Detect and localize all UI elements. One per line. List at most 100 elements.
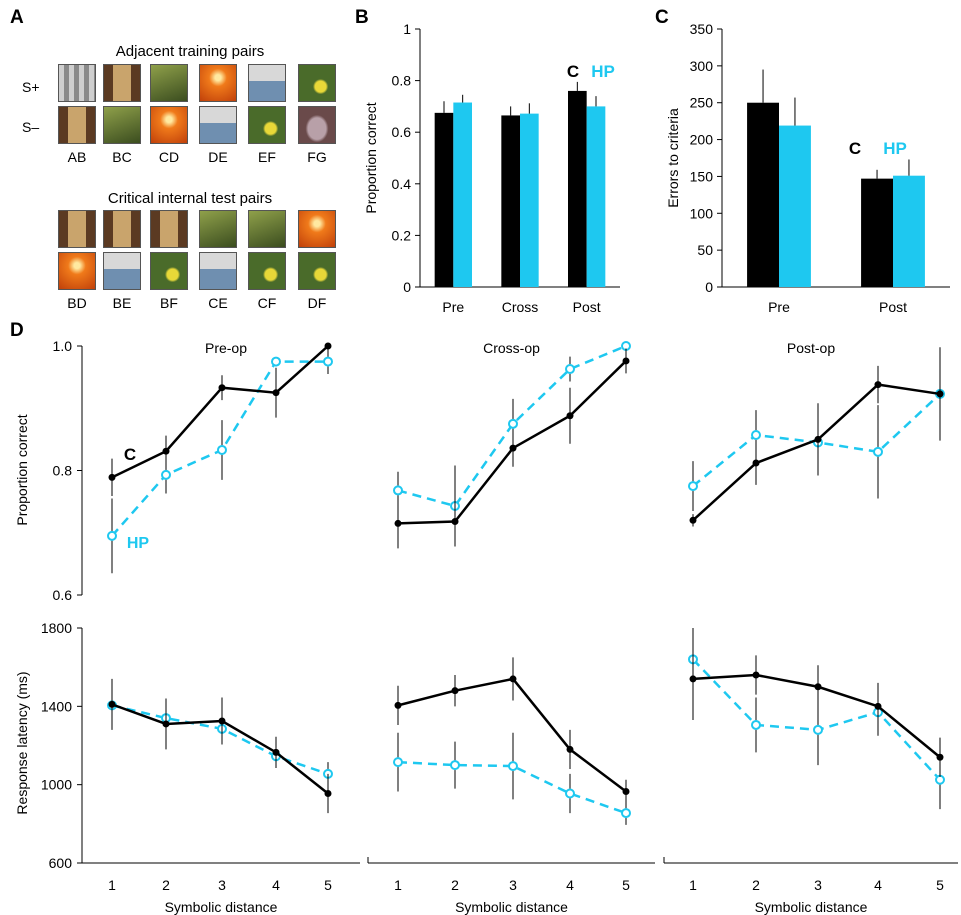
- panel-c-legend-hp: HP: [883, 139, 907, 158]
- panel-b-ytick-label: 1: [403, 21, 411, 37]
- xtick-label: 3: [814, 877, 822, 893]
- stimulus-interior-image: [58, 210, 96, 248]
- latency-point-c: [936, 753, 944, 761]
- condition-title: Cross-op: [483, 340, 540, 356]
- training-pair-label: FG: [307, 149, 326, 165]
- panel-b-bar-hp: [586, 106, 606, 288]
- panel-b-category-label: Cross: [502, 299, 539, 315]
- panel-c-ytick-label: 250: [690, 95, 714, 111]
- stimulus-interior-image: [58, 106, 96, 144]
- latency-point-c: [162, 720, 170, 728]
- test-pair-label: CF: [258, 295, 277, 311]
- accuracy-point-c: [622, 357, 630, 365]
- panel-b-bar-c: [568, 90, 587, 287]
- training-pair-labels: AB BC CD DE EF FG: [68, 149, 327, 165]
- accuracy-point-c: [566, 412, 574, 420]
- accuracy-point-c: [451, 518, 459, 526]
- stimulus-sunset-image: [150, 106, 188, 144]
- stimulus-street-image: [199, 252, 237, 290]
- preop-label-c: C: [124, 445, 136, 464]
- panel-label-b: B: [355, 7, 369, 28]
- accuracy-point-c: [814, 435, 822, 443]
- panel-c-bar-hp: [893, 175, 925, 287]
- accuracy-point-c: [108, 473, 116, 481]
- accuracy-point-c: [272, 389, 280, 397]
- latency-point-c: [622, 788, 630, 796]
- accuracy-point-hp: [688, 481, 698, 492]
- latency-point-c: [814, 683, 822, 691]
- panel-b-category-label: Pre: [442, 299, 464, 315]
- accuracy-point-hp: [323, 356, 333, 367]
- stimulus-sunset-image: [58, 252, 96, 290]
- accuracy-line-c: [692, 383, 941, 522]
- accuracy-point-hp: [565, 364, 575, 375]
- xtick-label: 4: [874, 877, 882, 893]
- xtick-label: 4: [566, 877, 574, 893]
- panel-c-ytick-label: 200: [690, 132, 714, 148]
- stimulus-street-image: [248, 64, 286, 102]
- panel-c-ytick-label: 100: [690, 205, 714, 221]
- test-pairs-title: Critical internal test pairs: [108, 190, 272, 207]
- accuracy-line-hp: [397, 344, 627, 508]
- xtick-label: 4: [272, 877, 280, 893]
- xtick-label: 3: [218, 877, 226, 893]
- panel-b-bar-chart: Proportion correct 0 0.2 0.4 0.6 0.8 1 Pre Cros…: [363, 21, 620, 315]
- stimulus-statue-image: [298, 106, 336, 144]
- latency-point-c: [324, 789, 332, 797]
- xtick-label: 1: [394, 877, 402, 893]
- panel-c-bar-c: [861, 178, 893, 287]
- latency-ytick-label: 1400: [41, 698, 72, 714]
- latency-line-c: [111, 703, 329, 795]
- latency-point-hp: [393, 757, 403, 768]
- latency-ytick-label: 1800: [41, 620, 72, 636]
- panel-label-a: A: [10, 7, 24, 28]
- latency-point-hp: [751, 719, 761, 730]
- s-plus-label: S+: [22, 79, 40, 95]
- accuracy-point-c: [874, 381, 882, 389]
- panel-b-bar-c: [501, 115, 520, 288]
- test-pair-label: BF: [160, 295, 178, 311]
- accuracy-point-hp: [161, 469, 171, 480]
- training-pair-label: AB: [68, 149, 87, 165]
- test-pair-label: BD: [67, 295, 86, 311]
- panel-c-ytick-label: 0: [705, 279, 713, 295]
- stimulus-screenshot-image: [58, 64, 96, 102]
- accuracy-ytick-label: 1.0: [53, 338, 73, 354]
- latency-line-c: [397, 677, 627, 793]
- stimulus-foliage-image: [103, 106, 141, 144]
- stimulus-sunset-image: [298, 210, 336, 248]
- panel-b-bar-hp: [453, 102, 472, 287]
- latency-point-hp: [450, 760, 460, 771]
- accuracy-point-c: [936, 390, 944, 398]
- stimulus-interior-image: [103, 210, 141, 248]
- stimulus-interior-image: [150, 210, 188, 248]
- latency-point-c: [272, 748, 280, 756]
- latency-point-c: [874, 702, 882, 710]
- latency-point-c: [451, 687, 459, 695]
- accuracy-ytick-label: 0.6: [53, 587, 73, 603]
- xtick-label: 5: [324, 877, 332, 893]
- latency-line-hp: [397, 760, 627, 815]
- test-pair-label: DF: [308, 295, 327, 311]
- panel-c-category-label: Post: [879, 299, 907, 315]
- accuracy-point-hp: [107, 530, 117, 541]
- xlabel: Symbolic distance: [165, 899, 278, 915]
- condition-title: Pre-op: [205, 340, 247, 356]
- latency-point-hp: [621, 808, 631, 819]
- panel-b-ylabel: Proportion correct: [363, 102, 379, 213]
- panel-c-ytick-label: 300: [690, 58, 714, 74]
- preop-label-hp: HP: [127, 535, 150, 552]
- stimulus-bird-image: [248, 252, 286, 290]
- panel-b-ytick-label: 0.2: [392, 227, 412, 243]
- panel-c-category-label: Pre: [768, 299, 790, 315]
- xtick-label: 3: [509, 877, 517, 893]
- panel-b-ytick-label: 0: [403, 279, 411, 295]
- test-pair-labels: BD BE BF CE CF DF: [67, 295, 326, 311]
- panel-c-ylabel: Errors to criteria: [665, 108, 681, 208]
- accuracy-point-hp: [508, 418, 518, 429]
- training-pair-label: CD: [159, 149, 179, 165]
- panel-c-ytick-label: 50: [697, 242, 713, 258]
- stimulus-bird-image: [248, 106, 286, 144]
- xlabel: Symbolic distance: [755, 899, 868, 915]
- condition-title: Post-op: [787, 340, 835, 356]
